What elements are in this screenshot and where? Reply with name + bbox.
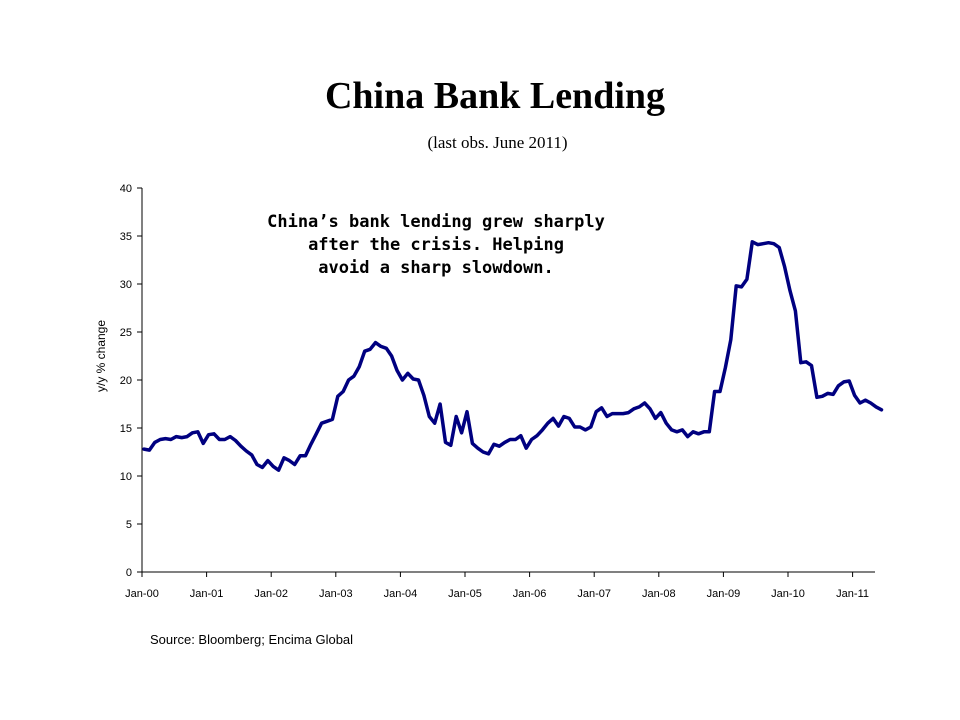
x-tick-label: Jan-08 bbox=[642, 588, 676, 600]
x-tick-label: Jan-10 bbox=[771, 588, 805, 600]
x-tick-label: Jan-03 bbox=[319, 588, 353, 600]
y-tick-label: 0 bbox=[126, 567, 132, 579]
x-tick-labels: Jan-00 Jan-01 Jan-02 Jan-03 Jan-04 Jan-05 Jan-… bbox=[125, 588, 869, 600]
annotation-line: avoid a sharp slowdown. bbox=[318, 258, 553, 278]
chart-subtitle: (last obs. June 2011) bbox=[427, 133, 568, 152]
annotation-line: after the crisis. Helping bbox=[308, 235, 564, 255]
x-tick-label: Jan-09 bbox=[707, 588, 741, 600]
chart-title: China Bank Lending bbox=[324, 75, 666, 117]
y-tick-label: 15 bbox=[120, 423, 132, 435]
annotation-line: China’s bank lending grew sharply bbox=[267, 212, 605, 232]
x-tick-label: Jan-11 bbox=[836, 588, 869, 600]
x-tick-label: Jan-02 bbox=[254, 588, 288, 600]
lending-growth-line bbox=[142, 240, 884, 472]
source-note: Source: Bloomberg; Encima Global bbox=[150, 632, 354, 647]
y-tick-label: 35 bbox=[120, 231, 132, 243]
x-tick-label: Jan-05 bbox=[448, 588, 482, 600]
chart-annotation: China’s bank lending grew sharply after t… bbox=[267, 212, 605, 278]
x-tick-label: Jan-00 bbox=[125, 588, 159, 600]
y-tick-label: 5 bbox=[126, 519, 132, 531]
x-tick-label: Jan-06 bbox=[513, 588, 547, 600]
x-tick-label: Jan-07 bbox=[577, 588, 611, 600]
y-axis-label: y/y % change bbox=[94, 320, 108, 392]
y-tick-label: 20 bbox=[120, 375, 132, 387]
y-tick-label: 10 bbox=[120, 471, 132, 483]
y-tick-labels: 0 5 10 15 20 25 30 35 40 bbox=[120, 183, 132, 579]
x-tick-label: Jan-01 bbox=[190, 588, 224, 600]
x-tick-label: Jan-04 bbox=[384, 588, 418, 600]
chart-axes bbox=[137, 187, 875, 577]
y-tick-label: 25 bbox=[120, 327, 132, 339]
y-tick-label: 40 bbox=[120, 183, 132, 195]
y-tick-label: 30 bbox=[120, 279, 132, 291]
